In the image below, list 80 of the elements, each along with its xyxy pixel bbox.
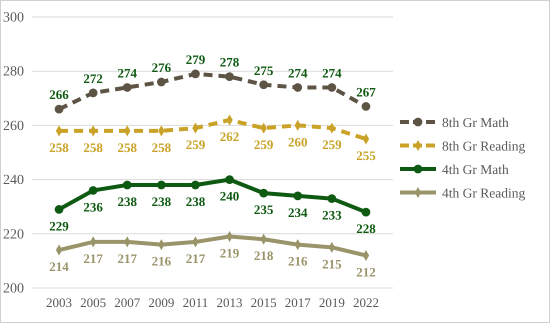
data-label: 240 — [220, 188, 240, 204]
data-label: 236 — [83, 199, 104, 214]
data-label: 217 — [186, 250, 206, 266]
data-label: 238 — [152, 194, 172, 210]
data-label: 229 — [49, 218, 70, 234]
point — [122, 180, 132, 190]
y-tick-label: 240 — [3, 173, 24, 188]
data-label: 275 — [254, 62, 274, 78]
data-label: 255 — [356, 148, 376, 163]
point — [191, 70, 200, 78]
x-tick-label: 2011 — [182, 295, 208, 310]
data-label: 267 — [356, 84, 376, 100]
y-tick-label: 220 — [3, 227, 24, 242]
data-label: 279 — [186, 52, 206, 67]
legend-label: 4th Gr Reading — [442, 186, 526, 200]
data-label: 276 — [152, 60, 172, 76]
point — [156, 78, 166, 86]
data-label: 266 — [49, 87, 70, 102]
point — [88, 88, 98, 98]
point — [54, 104, 64, 114]
point — [293, 83, 302, 92]
data-label: 259 — [186, 137, 206, 152]
data-label: 260 — [288, 134, 308, 150]
y-tick-label: 300 — [3, 10, 24, 26]
data-label: 259 — [322, 137, 342, 152]
y-tick-label: 200 — [3, 281, 24, 296]
data-label: 258 — [118, 140, 138, 155]
data-label: 272 — [83, 70, 103, 86]
data-label: 278 — [220, 54, 240, 70]
point — [54, 205, 64, 214]
x-tick-label: 2019 — [318, 295, 345, 310]
x-tick-label: 2007 — [114, 295, 141, 310]
point — [191, 180, 200, 190]
legend-label: 8th Gr Math — [442, 115, 509, 130]
data-label: 259 — [254, 137, 274, 152]
point — [293, 192, 302, 200]
data-label: 214 — [49, 259, 70, 274]
data-label: 234 — [288, 204, 308, 220]
data-label: 212 — [356, 264, 376, 280]
data-label: 216 — [288, 254, 308, 269]
data-label: 274 — [322, 65, 342, 80]
data-label: 217 — [83, 250, 104, 266]
point — [122, 83, 132, 92]
data-label: 219 — [220, 246, 240, 261]
data-label: 238 — [118, 194, 138, 210]
point — [327, 194, 336, 203]
data-label: 233 — [322, 208, 342, 223]
data-label: 215 — [322, 256, 342, 272]
x-tick-label: 2003 — [46, 295, 72, 310]
point — [259, 80, 268, 90]
point — [225, 175, 234, 184]
data-label: 235 — [254, 202, 274, 218]
x-tick-label: 2009 — [148, 295, 174, 310]
point — [225, 72, 234, 81]
point — [362, 102, 370, 111]
point — [156, 180, 166, 190]
point — [259, 188, 268, 198]
data-label: 217 — [118, 250, 138, 266]
y-tick-label: 260 — [3, 118, 24, 134]
data-label: 228 — [356, 221, 376, 236]
data-label: 258 — [152, 140, 172, 155]
y-tick-label: 280 — [3, 64, 24, 80]
data-label: 258 — [83, 140, 104, 155]
data-label: 274 — [288, 65, 308, 80]
point — [362, 208, 370, 216]
x-tick-label: 2013 — [216, 295, 243, 310]
point — [88, 186, 98, 195]
data-label: 238 — [186, 194, 206, 210]
x-tick-label: 2017 — [284, 295, 312, 310]
x-tick-label: 2022 — [352, 295, 379, 310]
legend-label: 8th Gr Reading — [442, 138, 526, 154]
data-label: 216 — [152, 254, 172, 269]
data-label: 274 — [118, 65, 138, 80]
point — [327, 83, 336, 92]
data-label: 258 — [49, 140, 70, 155]
x-tick-label: 2015 — [250, 295, 277, 310]
legend-label: 4th Gr Math — [442, 162, 509, 177]
x-tick-label: 2005 — [80, 295, 106, 310]
data-label: 218 — [254, 248, 274, 264]
data-label: 262 — [220, 128, 240, 144]
